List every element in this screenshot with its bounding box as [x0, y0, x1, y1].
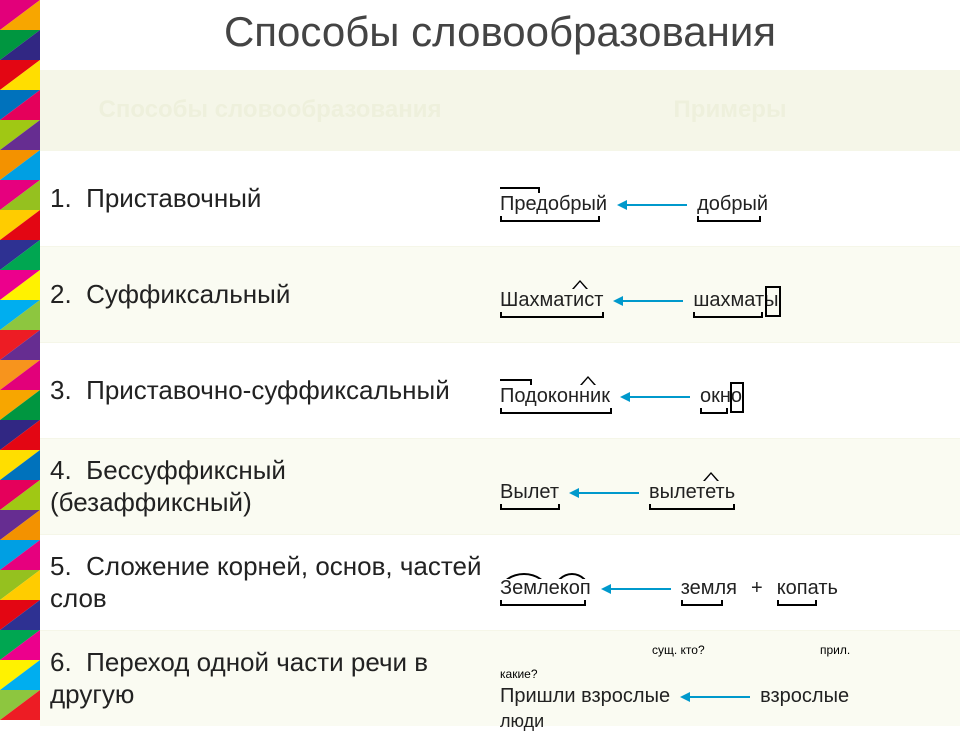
derivation-arrow-icon	[620, 391, 690, 403]
suffix-mark	[580, 376, 596, 385]
source-word: добрый	[697, 193, 768, 216]
stem-mark	[649, 504, 735, 510]
derived-word: Предобрый	[500, 193, 607, 216]
stem-mark	[697, 216, 761, 222]
suffix-mark	[703, 472, 719, 481]
header-methods: Способы словообразования	[40, 84, 500, 135]
decorative-sidebar	[0, 0, 40, 720]
method-label: 6. Переход одной части речи в другую	[40, 637, 500, 719]
stem-mark	[500, 216, 600, 222]
sentence-part: Пришли взрослые	[500, 685, 670, 708]
derivation-arrow-icon	[680, 691, 750, 703]
example-cell: какие? сущ. кто? прил. Пришли взрослые в…	[500, 631, 960, 726]
stem-mark	[681, 600, 723, 606]
stem-mark	[500, 312, 604, 318]
derivation-arrow-icon	[569, 487, 639, 499]
row-number: 5.	[50, 551, 72, 581]
plus-icon: +	[751, 577, 763, 600]
example-cell: Землекоп земля + копать	[500, 535, 960, 630]
stem-mark	[500, 504, 560, 510]
method-label: 4. Бессуффиксный (безаффиксный)	[40, 445, 500, 527]
example-cell: Вылет вылететь	[500, 439, 960, 534]
pos-adj-label: прил.	[820, 643, 850, 657]
methods-table: Способы словообразования Примеры 1. Прис…	[40, 70, 960, 726]
row-text: Приставочный	[86, 183, 261, 213]
derived-word: Землекоп	[500, 577, 591, 600]
header-examples: Примеры	[500, 84, 960, 135]
root-mark	[554, 569, 586, 579]
source-word: вылететь	[649, 481, 735, 504]
source-word: шахматы	[693, 289, 778, 312]
table-row: 4. Бессуффиксный (безаффиксный) Вылет вы…	[40, 438, 960, 534]
page-title: Способы словообразования	[40, 0, 960, 70]
table-row: 2. Суффиксальный Шахматист шахматы	[40, 246, 960, 342]
example-cell: Предобрый добрый	[500, 151, 960, 246]
stem-mark	[500, 600, 586, 606]
method-label: 1. Приставочный	[40, 173, 500, 224]
row-number: 1.	[50, 183, 72, 213]
table-row: 6. Переход одной части речи в другую как…	[40, 630, 960, 726]
source-word: взрослые	[760, 685, 849, 708]
root-mark	[500, 569, 544, 579]
stem-mark	[693, 312, 763, 318]
table-header: Способы словообразования Примеры	[40, 70, 960, 150]
row-number: 2.	[50, 279, 72, 309]
row-number: 4.	[50, 455, 72, 485]
source-word: окно	[700, 385, 742, 408]
row-text: Переход одной части речи в другую	[50, 647, 428, 708]
source-word: земля	[681, 577, 737, 600]
derivation-arrow-icon	[601, 583, 671, 595]
row-text: Суффиксальный	[86, 279, 290, 309]
stem-mark	[777, 600, 817, 606]
ending-mark	[730, 382, 744, 413]
table-row: 3. Приставочно-суффиксальный Подоконник …	[40, 342, 960, 438]
row-text: Бессуффиксный (безаффиксный)	[50, 455, 286, 516]
derived-word: Шахматист	[500, 289, 603, 312]
table-row: 1. Приставочный Предобрый добрый	[40, 150, 960, 246]
sentence-tail: люди	[500, 711, 544, 732]
example-cell: Шахматист шахматы	[500, 247, 960, 342]
suffix-mark	[572, 280, 588, 289]
triangle-pattern	[0, 0, 40, 720]
table-row: 5. Сложение корней, основ, частей слов З…	[40, 534, 960, 630]
stem-mark	[500, 408, 612, 414]
derivation-arrow-icon	[617, 199, 687, 211]
derivation-arrow-icon	[613, 295, 683, 307]
prefix-mark	[500, 187, 540, 193]
row-text: Приставочно-суффиксальный	[86, 375, 450, 405]
question-label: какие?	[500, 667, 538, 681]
row-text: Сложение корней, основ, частей слов	[50, 551, 482, 612]
stem-mark	[700, 408, 728, 414]
ending-mark	[765, 286, 781, 317]
method-label: 3. Приставочно-суффиксальный	[40, 365, 500, 416]
method-label: 5. Сложение корней, основ, частей слов	[40, 541, 500, 623]
derived-word: Подоконник	[500, 385, 610, 408]
prefix-mark	[500, 379, 532, 385]
content-area: Способы словообразования Способы словооб…	[40, 0, 960, 720]
row-number: 6.	[50, 647, 72, 677]
row-number: 3.	[50, 375, 72, 405]
pos-noun-label: сущ. кто?	[652, 643, 705, 657]
source-word-2: копать	[777, 577, 838, 600]
derived-word: Вылет	[500, 481, 559, 504]
example-cell: Подоконник окно	[500, 343, 960, 438]
method-label: 2. Суффиксальный	[40, 269, 500, 320]
